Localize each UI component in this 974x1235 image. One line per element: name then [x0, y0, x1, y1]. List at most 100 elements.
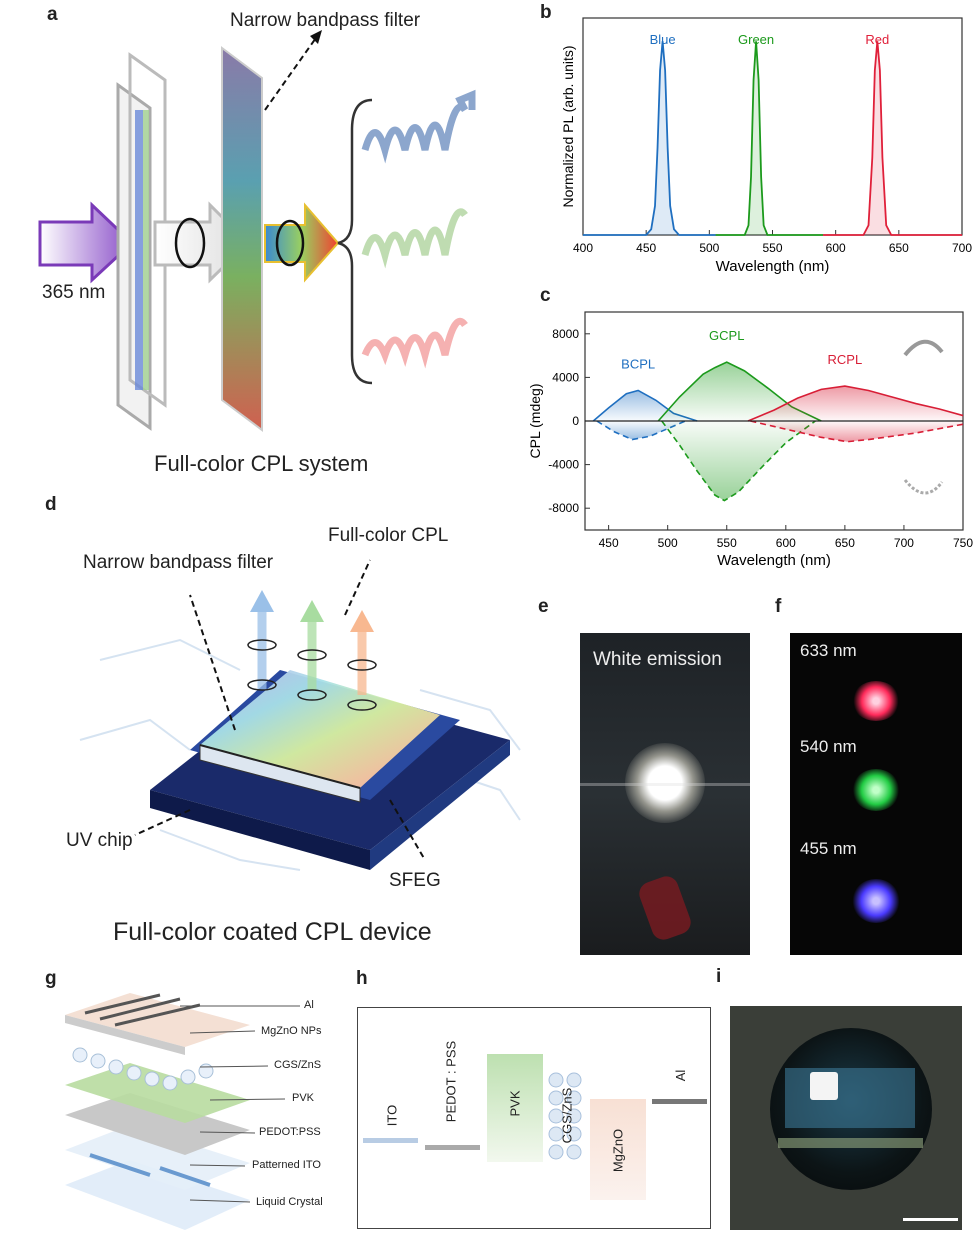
caption-a: Full-color CPL system: [154, 451, 369, 476]
rgb-emission-photo: 633 nm 540 nm 455 nm: [790, 633, 962, 955]
x-tick-label: 400: [573, 241, 593, 255]
y-tick-label: -4000: [548, 458, 579, 472]
pvk-level: [487, 1054, 543, 1162]
x-tick-label: 700: [952, 241, 972, 255]
panel-label-h: h: [356, 968, 368, 989]
scale-bar: [903, 1218, 958, 1221]
panel-label-e: e: [538, 596, 549, 617]
panel-label-i: i: [716, 966, 722, 987]
panel-label-a: a: [47, 4, 58, 25]
panel-d-diagram: [79, 559, 521, 871]
qd-circles: [548, 1072, 582, 1160]
al-level: [652, 1099, 707, 1104]
x-tick-label: 450: [636, 241, 656, 255]
spot-label-red: 633 nm: [800, 641, 857, 660]
white-emission-label: White emission: [593, 649, 722, 670]
y-tick-label: 0: [572, 414, 579, 428]
panel-label-g: g: [45, 968, 57, 989]
blue-spot: [852, 879, 900, 923]
x-tick-label: 650: [835, 536, 855, 550]
series-label-rcpl: RCPL: [828, 352, 863, 367]
x-tick-label: 750: [953, 536, 973, 550]
layer-label-lc: Liquid Crystal: [256, 1196, 323, 1208]
layer-label-mgzno: MgZnO NPs: [261, 1025, 322, 1037]
y-axis-label: CPL (mdeg): [527, 384, 543, 459]
sfeg-label: SFEG: [389, 870, 441, 891]
mgzno-label: MgZnO: [610, 1128, 626, 1173]
ito-level: [363, 1138, 418, 1143]
x-tick-label: 600: [826, 241, 846, 255]
red-spot: [852, 681, 900, 721]
series-line-blue: [583, 41, 716, 236]
chart-cpl-spectra: 450 500 550 600 650 700 750 -8000 -4000 0 4000 8000…: [527, 311, 973, 569]
output-label-d: Full-color CPL: [328, 525, 449, 546]
series-fill-gcpl-neg: [661, 421, 816, 501]
caption-d: Full-color coated CPL device: [113, 918, 432, 946]
series-line-rcpl-pos: [747, 385, 964, 422]
white-emission-photo: White emission: [580, 633, 750, 955]
x-tick-label: 550: [717, 536, 737, 550]
series-fill-blue: [583, 41, 716, 235]
series-label-red: Red: [865, 32, 889, 47]
series-label-gcpl: GCPL: [709, 328, 744, 343]
pedot-level: [425, 1145, 480, 1150]
device-photo: [730, 1006, 962, 1230]
x-tick-label: 500: [699, 241, 719, 255]
excitation-label: 365 nm: [42, 282, 106, 303]
filter-label-d: Narrow bandpass filter: [83, 552, 274, 573]
x-tick-label: 600: [776, 536, 796, 550]
left-handed-rotation-icon: [903, 479, 944, 495]
ito-label: ITO: [384, 1104, 400, 1127]
uv-chip-label: UV chip: [66, 830, 133, 851]
x-tick-label: 650: [889, 241, 909, 255]
x-tick-label: 500: [658, 536, 678, 550]
device-layer-stack: [65, 993, 250, 1230]
series-fill-green: [715, 41, 824, 235]
x-tick-label: 700: [894, 536, 914, 550]
layer-label-ito: Patterned ITO: [252, 1159, 321, 1171]
layer-label-cgs: CGS/ZnS: [274, 1059, 322, 1071]
chart-pl-spectra: 400 450 500 550 600 650 700 Wavelength (nm) Norm…: [560, 17, 972, 275]
series-line-gcpl-neg: [661, 420, 816, 502]
plot-frame: [582, 17, 963, 236]
x-tick-label: 550: [762, 241, 782, 255]
right-handed-rotation-icon: [903, 339, 944, 357]
mgzno-level: [590, 1099, 646, 1200]
series-line-rcpl-neg: [750, 420, 964, 443]
series-fill-bcpl-neg: [596, 421, 686, 440]
panel-label-b: b: [540, 2, 552, 23]
series-line-green: [715, 41, 824, 236]
y-axis-label: Normalized PL (arb. units): [560, 45, 576, 207]
series-fill-rcpl-pos: [748, 386, 963, 421]
series-label-bcpl: BCPL: [621, 356, 655, 371]
uv-arrow: [38, 201, 135, 284]
series-line-gcpl-pos: [657, 361, 822, 422]
layer-label-pedot: PEDOT:PSS: [259, 1126, 321, 1138]
panel-label-f: f: [775, 596, 782, 617]
y-tick-label: 8000: [552, 327, 579, 341]
y-tick-label: -8000: [548, 501, 579, 515]
series-line-red: [823, 41, 962, 236]
y-tick-label: 4000: [552, 370, 579, 384]
x-axis-label: Wavelength (nm): [716, 258, 830, 275]
series-fill-red: [823, 41, 962, 235]
cgs-label: CGS/ZnS: [559, 1087, 575, 1144]
series-fill-rcpl-neg: [750, 421, 963, 442]
al-label: Al: [673, 1069, 688, 1082]
filter-label: Narrow bandpass filter: [230, 10, 421, 31]
x-tick-label: 450: [599, 536, 619, 550]
spot-label-green: 540 nm: [800, 737, 857, 756]
green-spot: [852, 769, 900, 811]
energy-level-diagram: ITO PEDOT : PSS PVK CGS/ZnS MgZnO Al: [357, 1007, 711, 1229]
pvk-label: PVK: [507, 1090, 523, 1117]
pedot-label: PEDOT : PSS: [443, 1040, 459, 1123]
layer-leader-lines: [180, 1005, 300, 1203]
x-axis-label: Wavelength (nm): [717, 552, 831, 569]
panel-a-diagram: [38, 30, 476, 432]
layer-label-al: Al: [304, 999, 314, 1011]
series-label-blue: Blue: [650, 32, 676, 47]
panel-label-d: d: [45, 494, 57, 515]
spot-label-blue: 455 nm: [800, 839, 857, 858]
series-label-green: Green: [738, 32, 774, 47]
